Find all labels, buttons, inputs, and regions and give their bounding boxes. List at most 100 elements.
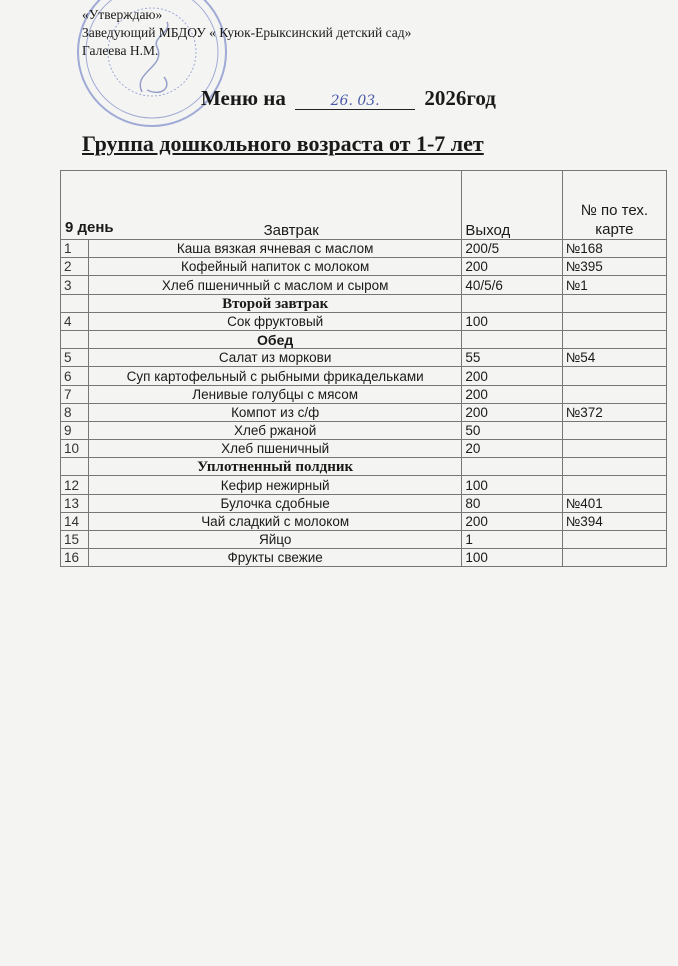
row-output: 20 [461, 439, 563, 459]
row-card [561, 457, 668, 477]
row-output: 50 [461, 420, 563, 441]
row-number: 13 [60, 493, 89, 513]
row-card: №54 [561, 348, 668, 368]
section-name: Уплотненный полдник [87, 457, 463, 477]
row-output [461, 329, 563, 350]
row-number [60, 293, 89, 313]
dish-name: Суп картофельный с рыбными фрикадельками [87, 366, 463, 386]
row-card [561, 329, 668, 350]
header-output: Выход [461, 170, 563, 240]
handwritten-date: 26. 03. [295, 93, 416, 110]
dish-name: Кофейный напиток с молоком [87, 257, 463, 277]
table-row: 2 Кофейный напиток с молоком 200 №395 [60, 257, 668, 277]
row-card [561, 475, 668, 495]
table-header: 9 день Завтрак Выход № по тех. карте [59, 170, 668, 240]
table-row: 12 Кефир нежирный 100 [60, 475, 668, 495]
header-meal: Завтрак [263, 222, 319, 239]
row-output [461, 457, 563, 477]
row-number: 3 [60, 275, 89, 295]
row-number: 14 [60, 511, 89, 532]
row-output: 55 [461, 348, 563, 368]
menu-table: 9 день Завтрак Выход № по тех. карте 1 Ка… [59, 170, 668, 568]
row-card [561, 529, 668, 550]
table-row: 4 Сок фруктовый 100 [60, 311, 668, 331]
table-row: 6 Суп картофельный с рыбными фрикаделькам… [60, 366, 668, 386]
row-number: 4 [60, 311, 89, 331]
row-number [60, 457, 89, 477]
section-row: Обед [60, 329, 668, 350]
approval-block: «Утверждаю» Заведующий МБДОУ « Куюк-Ерык… [82, 6, 411, 60]
row-card: №372 [561, 402, 668, 422]
dish-name: Яйцо [87, 529, 463, 550]
header-day-meal: 9 день Завтрак [59, 170, 463, 240]
dish-name: Чай сладкий с молоком [87, 511, 463, 532]
row-output: 200 [461, 384, 563, 404]
row-output: 200 [461, 511, 563, 532]
dish-name: Хлеб пшеничный с маслом и сыром [87, 275, 463, 295]
row-card [561, 366, 668, 386]
row-card [561, 548, 668, 568]
table-row: 14 Чай сладкий с молоком 200 №394 [60, 511, 668, 532]
menu-title: Меню на 26. 03. 2026год [201, 86, 496, 111]
dish-name: Хлеб пшеничный [87, 439, 463, 459]
row-number: 1 [60, 238, 89, 259]
dish-name: Кефир нежирный [87, 475, 463, 495]
row-number: 12 [60, 475, 89, 495]
row-card [561, 293, 668, 313]
section-name: Второй завтрак [87, 293, 463, 313]
row-card [561, 311, 668, 331]
row-card [561, 439, 668, 459]
table-row: 5 Салат из моркови 55 №54 [60, 348, 668, 368]
approval-line: «Утверждаю» [82, 7, 163, 22]
row-output: 200/5 [461, 238, 563, 259]
row-number: 16 [60, 548, 89, 568]
dish-name: Сок фруктовый [87, 311, 463, 331]
row-card: №395 [561, 257, 668, 277]
row-card: №401 [561, 493, 668, 513]
approval-position: Заведующий МБДОУ « Куюк-Ерыксинский детс… [82, 25, 412, 40]
section-row: Второй завтрак [60, 293, 668, 313]
row-number: 7 [60, 384, 89, 404]
row-output: 1 [461, 529, 563, 550]
dish-name: Хлеб ржаной [87, 420, 463, 441]
header-card: № по тех. карте [561, 170, 668, 240]
row-number: 8 [60, 402, 89, 422]
row-output: 80 [461, 493, 563, 513]
table-row: 1 Каша вязкая ячневая с маслом 200/5 №168 [60, 238, 668, 259]
section-row: Уплотненный полдник [60, 457, 668, 477]
row-number: 10 [60, 439, 89, 459]
row-card [561, 420, 668, 441]
header-day: 9 день [65, 219, 114, 236]
row-number: 5 [60, 348, 89, 368]
row-output: 100 [461, 475, 563, 495]
row-output: 200 [461, 257, 563, 277]
row-card: №168 [561, 238, 668, 259]
dish-name: Булочка сдобные [87, 493, 463, 513]
title-prefix: Меню на [201, 86, 286, 110]
row-output: 100 [461, 548, 563, 568]
approval-name: Галеева Н.М. [82, 43, 159, 58]
table-row: 13 Булочка сдобные 80 №401 [60, 493, 668, 513]
dish-name: Фрукты свежие [87, 548, 463, 568]
table-row: 16 Фрукты свежие 100 [60, 548, 668, 568]
table-row: 7 Ленивые голубцы с мясом 200 [60, 384, 668, 404]
table-row: 10 Хлеб пшеничный 20 [60, 439, 668, 459]
official-stamp [77, 0, 227, 127]
table-row: 3 Хлеб пшеничный с маслом и сыром 40/5/6 №1 [60, 275, 668, 295]
dish-name: Ленивые голубцы с мясом [87, 384, 463, 404]
row-output: 100 [461, 311, 563, 331]
row-number: 9 [60, 420, 89, 441]
dish-name: Салат из моркови [87, 348, 463, 368]
dish-name: Каша вязкая ячневая с маслом [87, 238, 463, 259]
row-number: 15 [60, 529, 89, 550]
row-number [60, 329, 89, 350]
section-name: Обед [87, 329, 463, 350]
table-row: 8 Компот из с/ф 200 №372 [60, 402, 668, 422]
row-card: №394 [561, 511, 668, 532]
row-card: №1 [561, 275, 668, 295]
row-output [461, 293, 563, 313]
table-row: 9 Хлеб ржаной 50 [60, 420, 668, 441]
row-number: 6 [60, 366, 89, 386]
row-output: 200 [461, 402, 563, 422]
row-number: 2 [60, 257, 89, 277]
